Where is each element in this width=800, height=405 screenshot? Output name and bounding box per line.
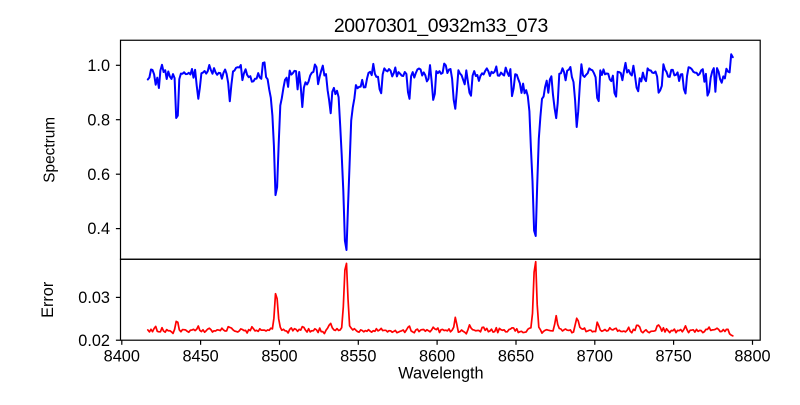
svg-text:8600: 8600 (419, 347, 455, 365)
svg-text:8800: 8800 (734, 347, 770, 365)
svg-text:0.8: 0.8 (87, 111, 110, 129)
svg-text:8500: 8500 (261, 347, 297, 365)
svg-text:Error: Error (39, 281, 57, 318)
svg-text:Wavelength: Wavelength (398, 365, 483, 383)
svg-text:0.6: 0.6 (87, 166, 110, 184)
svg-text:8750: 8750 (655, 347, 691, 365)
svg-text:8400: 8400 (104, 347, 140, 365)
svg-text:Spectrum: Spectrum (41, 117, 58, 183)
svg-text:8550: 8550 (340, 347, 376, 365)
svg-text:0.03: 0.03 (78, 289, 110, 307)
svg-text:8450: 8450 (182, 347, 218, 365)
svg-text:1.0: 1.0 (87, 57, 110, 75)
svg-text:0.4: 0.4 (87, 220, 110, 238)
svg-text:8650: 8650 (498, 347, 534, 365)
svg-text:8700: 8700 (577, 347, 613, 365)
svg-text:20070301_0932m33_073: 20070301_0932m33_073 (334, 15, 548, 37)
svg-text:0.02: 0.02 (78, 332, 110, 350)
